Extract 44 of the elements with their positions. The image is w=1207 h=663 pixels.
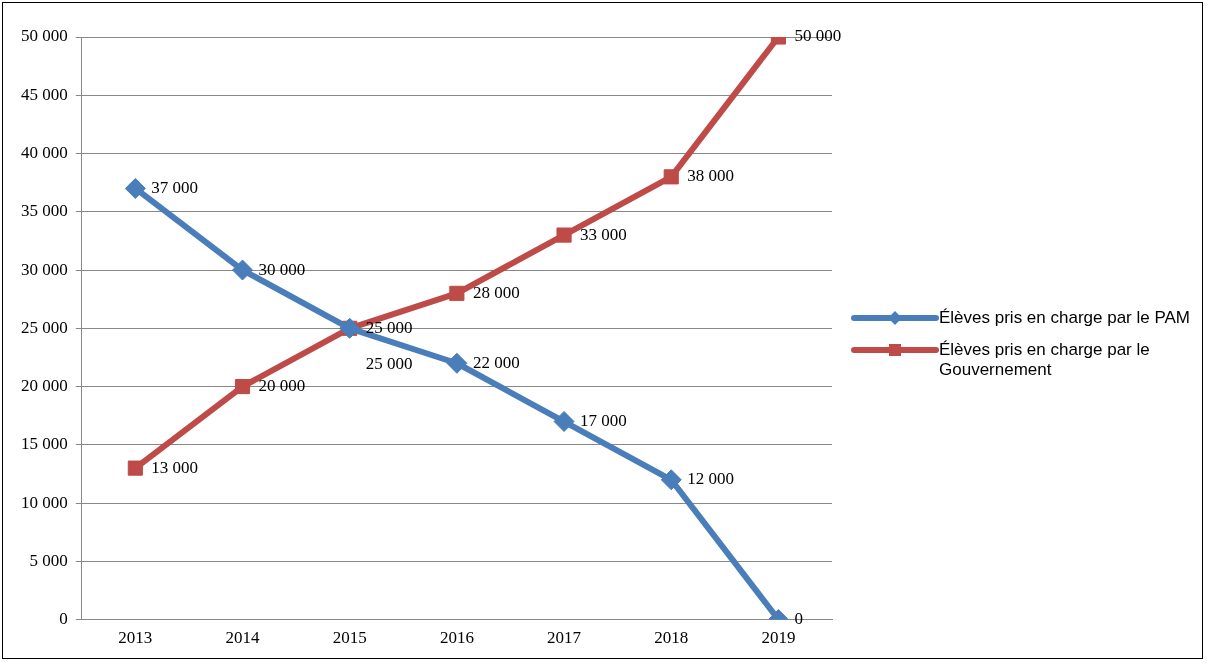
- y-tick-label: 25 000: [21, 317, 68, 337]
- point: [663, 169, 679, 185]
- y-tick-label: 35 000: [21, 201, 68, 221]
- data-label: 50 000: [794, 26, 842, 46]
- point: [556, 227, 572, 243]
- y-tick-label: 15 000: [21, 434, 68, 454]
- legend-label: Élèves pris en charge par le PAM: [939, 308, 1191, 328]
- x-tick-label: 2018: [654, 628, 689, 648]
- data-label: 25 000: [365, 353, 413, 373]
- x-tick-label: 2017: [547, 628, 582, 648]
- data-label: 22 000: [472, 352, 520, 372]
- data-label: 13 000: [151, 457, 199, 477]
- point: [232, 259, 254, 281]
- x-tick-label: 2019: [761, 628, 796, 648]
- data-label: 0: [794, 609, 803, 629]
- data-label: 33 000: [580, 224, 627, 244]
- x-tick-label: 2016: [439, 628, 474, 648]
- y-tick-label: 0: [59, 609, 68, 629]
- point: [449, 285, 465, 301]
- data-label: 38 000: [687, 166, 734, 186]
- y-tick-label: 10 000: [21, 492, 68, 512]
- data-label: 30 000: [258, 259, 306, 279]
- data-label: 12 000: [687, 469, 734, 489]
- point: [446, 352, 468, 374]
- data-label: 37 000: [151, 177, 199, 197]
- x-tick-label: 2013: [118, 628, 153, 648]
- point: [660, 469, 682, 491]
- legend-label: Élèves pris en charge par le Gouvernement: [939, 340, 1151, 380]
- data-label: 17 000: [580, 410, 627, 430]
- y-tick-label: 5 000: [29, 550, 68, 570]
- point: [553, 411, 575, 433]
- y-tick-label: 20 000: [21, 376, 68, 396]
- x-tick-label: 2015: [332, 628, 367, 648]
- y-tick-label: 30 000: [21, 259, 68, 279]
- y-tick-label: 40 000: [21, 142, 68, 162]
- y-tick-label: 45 000: [21, 84, 68, 104]
- y-tick-label: 50 000: [21, 26, 68, 46]
- data-label: 28 000: [472, 282, 520, 302]
- point: [127, 460, 143, 476]
- data-label: 20 000: [258, 376, 306, 396]
- point: [234, 378, 251, 395]
- data-label: 25 000: [365, 317, 413, 337]
- point: [124, 177, 146, 199]
- x-tick-label: 2014: [225, 628, 261, 648]
